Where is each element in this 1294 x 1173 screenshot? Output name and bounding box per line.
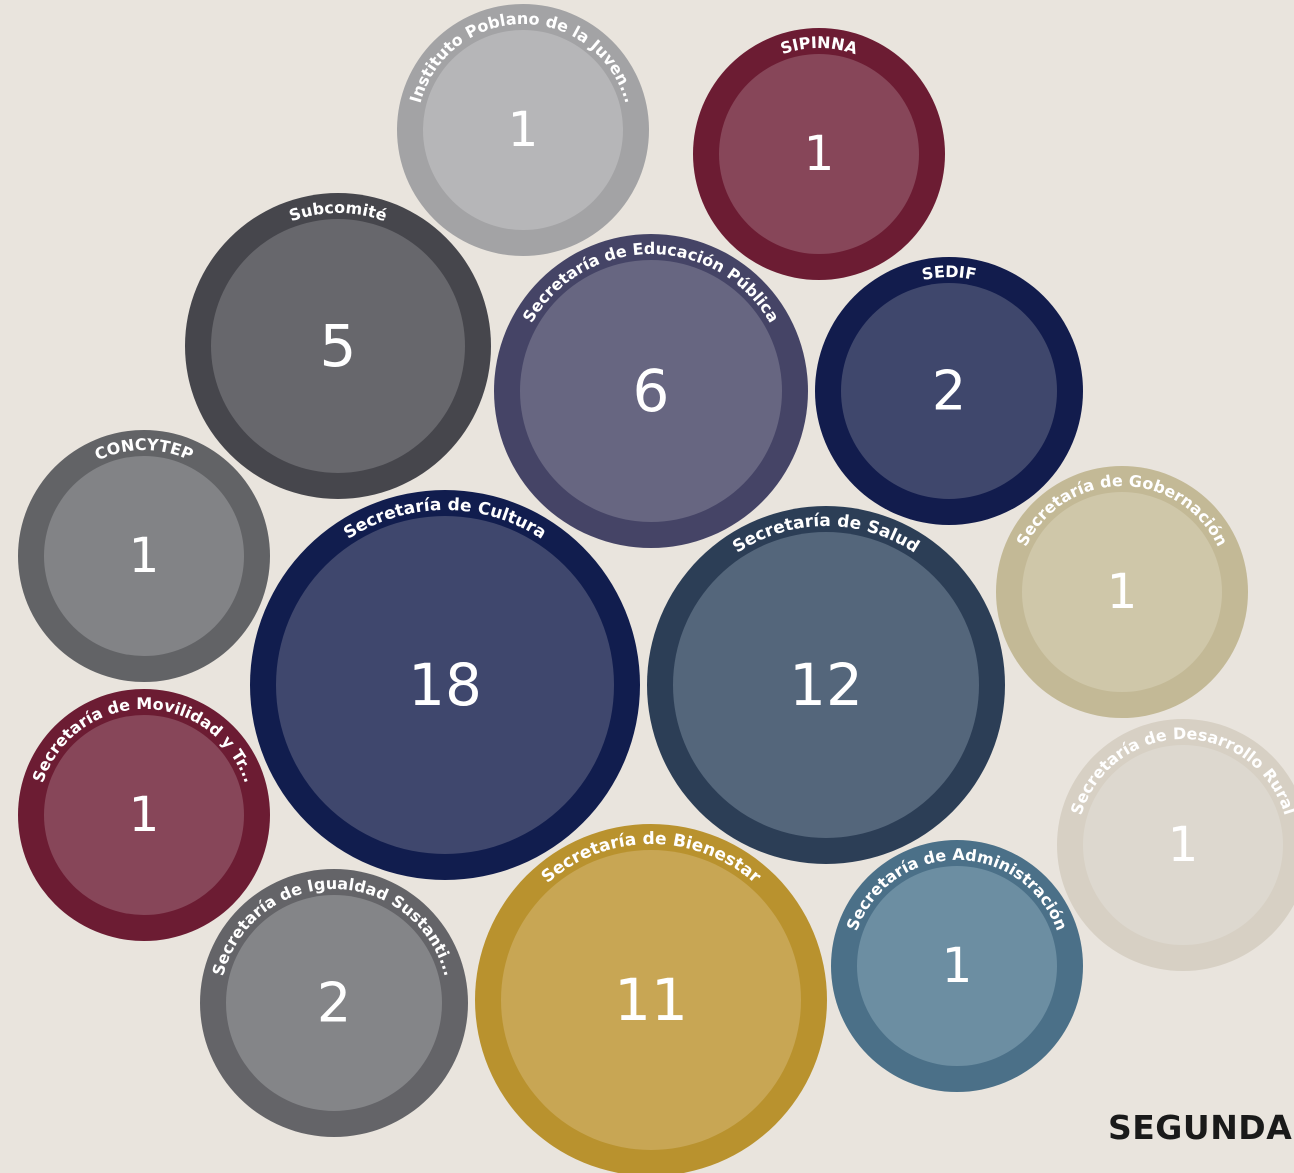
bubble-fill [673,532,979,838]
bubble-fill [44,456,244,656]
bubble: SEDIF 2 [815,257,1083,525]
bubble-value: 1 [508,102,539,158]
bubble-value: 18 [408,651,482,719]
bubble-fill [423,30,623,230]
bubble-fill [211,219,465,473]
bubble-value: 1 [1107,564,1138,620]
bubble: Instituto Poblano de la Juven...1 [397,4,649,256]
bubble-fill [276,516,614,854]
bubble-fill [1022,492,1222,692]
bubble-fill [841,283,1057,499]
bubble-fill [719,54,919,254]
bubble-fill [226,895,442,1111]
bubble-value: 1 [129,787,160,843]
bubble: Secretaría de Movilidad y Tr...1 [18,689,270,941]
bubble: Secretaría de Desarrollo Rural1 [1057,719,1294,971]
bubble-value: 2 [317,972,351,1035]
bubble-label: SEDIF [920,262,978,284]
bubble: Secretaría de Igualdad Sustanti...2 [200,869,468,1137]
bubble-value: 1 [1168,817,1199,873]
bubble-value: 5 [320,312,357,380]
bubble-fill [520,260,782,522]
bubble-value: 11 [614,966,688,1034]
bubble-value: 12 [789,651,863,719]
bubble-fill [857,866,1057,1066]
bubble-value: 2 [932,360,966,423]
bubble-value: 6 [633,357,670,425]
bubble-value: 1 [804,126,835,182]
bubble-value: 1 [942,938,973,994]
footer-label: SEGUNDA [1108,1108,1293,1147]
bubble-fill [501,850,801,1150]
bubble-fill [1083,745,1283,945]
bubble-value: 1 [129,528,160,584]
bubble-fill [44,715,244,915]
